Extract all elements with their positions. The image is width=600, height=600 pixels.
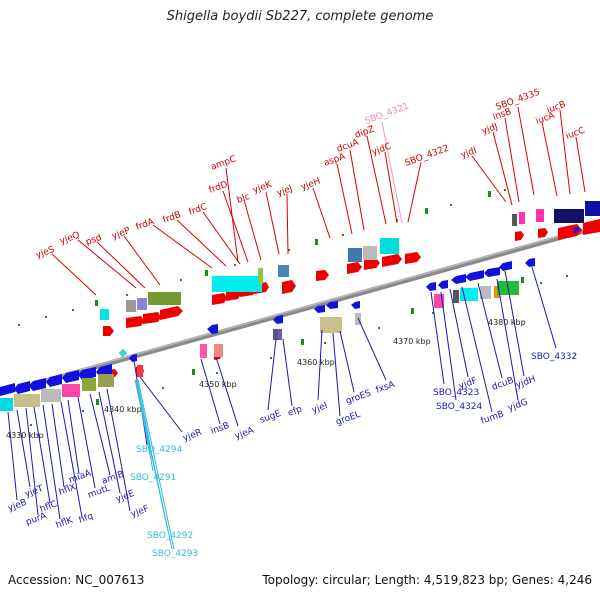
gene-label-yjeT: yjeT	[24, 484, 46, 500]
gene-label-miaA: miaA	[68, 468, 94, 486]
gene-label-hflX: hflX	[58, 482, 78, 497]
tick-label: 4360 kbp	[297, 358, 335, 367]
gene-label-yjeP: yjeP	[111, 226, 133, 242]
gene-label-insB-2: insB	[210, 421, 231, 437]
gene-label-SBO_4322: SBO_4322	[404, 144, 451, 169]
gene-label-blc: blc	[236, 192, 252, 206]
gene-label-hfq: hfq	[78, 511, 95, 525]
outer-dot-track	[18, 189, 506, 326]
gene-label-iucB: iucB	[546, 100, 568, 116]
gene-label-yjeF: yjeF	[130, 504, 151, 520]
gene-label-SBO_4332: SBO_4332	[531, 352, 577, 362]
gene-label-yjeJ: yjeJ	[276, 184, 294, 199]
top-leader-lines	[51, 106, 586, 296]
gene-label-groES: groES	[345, 388, 373, 406]
gene-label-sugE: sugE	[259, 409, 283, 426]
gene-label-SBO_4294: SBO_4294	[136, 445, 182, 455]
gene-label-ampC: ampC	[210, 154, 238, 172]
gene-label-efp: efp	[287, 404, 304, 418]
gene-label-yjdI: yjdI	[460, 146, 479, 161]
gene-label-yjdC: yjdC	[371, 142, 393, 158]
gene-label-yjdJ: yjdJ	[481, 122, 500, 137]
tick-label: 4370 kbp	[393, 337, 431, 346]
gene-label-hflK: hflK	[55, 515, 76, 531]
gene-label-SBO_4291: SBO_4291	[130, 473, 176, 483]
tick-label: 4380 kbp	[488, 318, 526, 327]
gene-label-fxsA: fxsA	[375, 380, 397, 396]
gene-label-yjeE: yjeE	[115, 489, 137, 505]
reverse-gene-track	[0, 227, 579, 396]
gene-label-SBO_4321: SBO_4321	[364, 102, 411, 127]
accession-text: Accession: NC_007613	[8, 573, 145, 587]
gene-label-yjeI: yjeI	[311, 401, 329, 416]
gene-label-dcuB: dcuB	[491, 376, 516, 393]
leader-line-SBO_4321	[381, 121, 403, 224]
gene-label-frdB: frdB	[162, 210, 183, 226]
gene-label-yjeB: yjeB	[7, 498, 29, 514]
pseudo-leader-lines	[134, 379, 175, 550]
gene-label-yjeQ: yjeQ	[59, 230, 82, 246]
tick-label: 4330 kbp	[6, 431, 44, 440]
genome-summary-text: Topology: circular; Length: 4,519,823 bp…	[262, 573, 592, 587]
gene-label-fumB: fumB	[480, 409, 506, 427]
gene-label-mutL: mutL	[87, 484, 112, 501]
gene-label-SBO_4293: SBO_4293	[152, 549, 198, 559]
gene-label-SBO_4324: SBO_4324	[436, 402, 482, 412]
gene-label-yjdG: yjdG	[507, 397, 530, 413]
gene-label-groEL: groEL	[335, 410, 362, 428]
gene-label-hflC: hflC	[39, 499, 59, 514]
gene-label-amiB: amiB	[101, 470, 126, 487]
gene-label-dipZ: dipZ	[354, 125, 376, 141]
gene-label-aspA: aspA	[323, 152, 348, 169]
gene-label-frdD: frdD	[208, 180, 230, 196]
tick-label: 4350 kbp	[199, 380, 237, 389]
gene-label-SBO_4292: SBO_4292	[147, 531, 193, 541]
bottom-leader-lines	[7, 266, 557, 520]
gene-label-yjeA: yjeA	[234, 425, 257, 441]
gene-label-yjeH: yjeH	[300, 177, 322, 193]
gene-label-yjdH: yjdH	[515, 374, 538, 390]
gene-label-yjeS: yjeS	[35, 245, 57, 261]
inner-dot-track	[30, 275, 568, 426]
gene-label-SBO_4323: SBO_4323	[433, 388, 479, 398]
gene-label-frdA: frdA	[135, 217, 157, 233]
gene-label-iucC: iucC	[565, 126, 587, 142]
tick-label: 4340 kbp	[104, 405, 142, 414]
gene-label-yjeR: yjeR	[182, 428, 204, 444]
map-title: Shigella boydii Sb227, complete genome	[166, 9, 434, 24]
genome-backbone	[0, 223, 600, 397]
gene-label-yjeK: yjeK	[252, 179, 275, 195]
